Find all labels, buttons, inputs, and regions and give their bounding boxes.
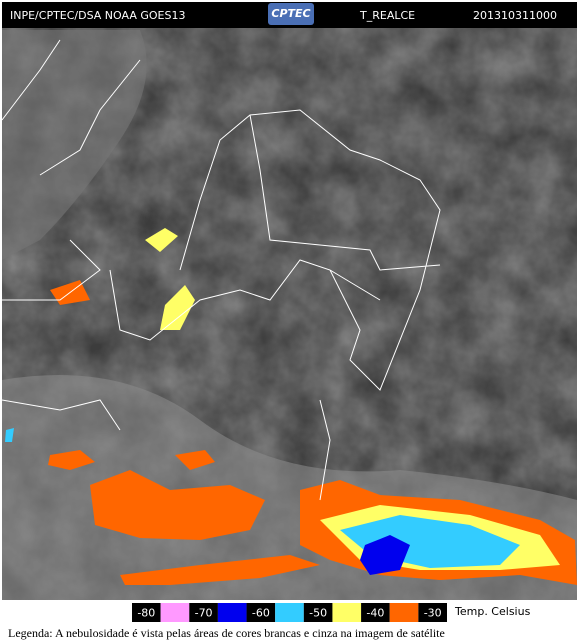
color-legend: -80 -70 -60 -50 -40 -30: [132, 603, 447, 622]
legend-swatch: [389, 603, 419, 622]
legend-unit: Temp. Celsius: [454, 605, 531, 618]
legend-swatch: [332, 603, 362, 622]
legend-label-box: [303, 603, 333, 622]
caption: Legenda: A nebulosidade é vista pelas ár…: [8, 626, 445, 640]
satellite-image: [1, 2, 577, 600]
legend-label: -40: [366, 607, 384, 620]
logo-box: [268, 3, 314, 25]
header-timestamp: 201310311000: [473, 9, 557, 22]
legend-label-box: [132, 603, 161, 622]
legend-label-box: [418, 603, 447, 622]
legend-label: -70: [195, 607, 213, 620]
logo: CPTEC: [271, 7, 310, 20]
legend-swatch: [217, 603, 247, 622]
legend-label: -50: [309, 607, 327, 620]
header-product: T_REALCE: [359, 9, 415, 22]
legend-label: -60: [252, 607, 270, 620]
legend-swatch: [160, 603, 190, 622]
legend-label: -30: [424, 607, 442, 620]
legend-label-box: [189, 603, 218, 622]
legend-label-box: [361, 603, 390, 622]
legend-label: -80: [137, 607, 155, 620]
legend-label-box: [246, 603, 276, 622]
legend-swatch: [275, 603, 304, 622]
header-source: INPE/CPTEC/DSA NOAA GOES13: [10, 9, 185, 22]
